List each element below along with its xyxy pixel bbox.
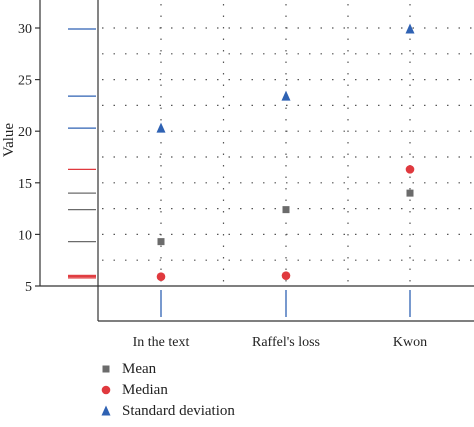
data-point-triangle [405, 23, 415, 34]
data-point-triangle [156, 122, 166, 133]
y-tick-label: 15 [18, 177, 32, 192]
y-axis-label: Value [1, 123, 17, 157]
legend-marker-circle [101, 385, 111, 395]
x-tick-label: Kwon [393, 335, 427, 350]
data-point-square [157, 238, 165, 246]
x-tick-label: Raffel's loss [252, 335, 320, 350]
data-point-triangle [281, 90, 291, 101]
y-tick-label: 5 [25, 280, 32, 295]
legend-label: Mean [122, 361, 157, 377]
grid [102, 4, 474, 284]
axes [39, 0, 474, 322]
data-points [156, 23, 415, 282]
rug-plot [68, 28, 96, 279]
y-tick-label: 25 [18, 74, 32, 89]
data-point-square [406, 189, 414, 197]
tick-labels: 5 10 15 20 25 30 In the text Raffel's loss Kwon [18, 22, 427, 350]
legend-label: Standard deviation [122, 403, 235, 419]
y-tick-label: 30 [18, 22, 32, 37]
legend-marker-square [102, 365, 110, 373]
legend-label: Median [122, 382, 168, 398]
data-point-circle [156, 272, 166, 282]
rug-mark-cluster [68, 274, 96, 279]
x-tick-label: In the text [133, 335, 190, 350]
data-point-square [282, 206, 290, 214]
data-point-circle [405, 165, 415, 174]
y-tick-label: 20 [18, 125, 32, 140]
data-point-circle [281, 271, 291, 280]
y-tick-label: 10 [18, 228, 32, 243]
legend: Mean Median Standard deviation [101, 361, 235, 419]
legend-marker-triangle [101, 405, 111, 416]
